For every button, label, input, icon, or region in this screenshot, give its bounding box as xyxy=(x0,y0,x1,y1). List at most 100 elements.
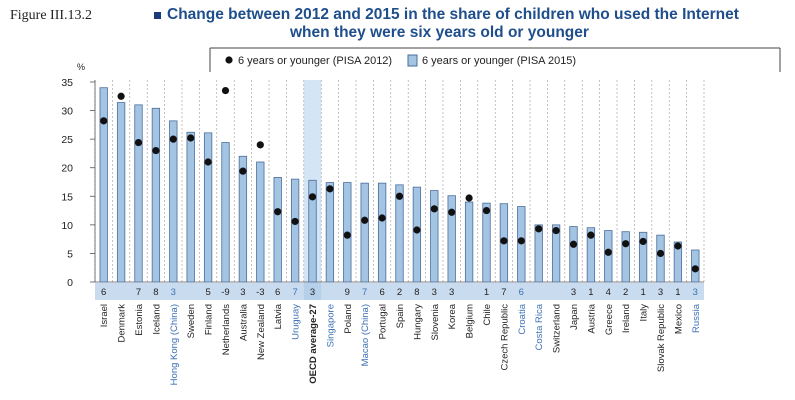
dot-marker xyxy=(239,167,247,175)
difference-label: 1 xyxy=(640,287,645,298)
difference-label: 6 xyxy=(379,287,384,298)
dot-marker xyxy=(134,138,143,147)
bar xyxy=(134,104,143,283)
bar xyxy=(604,230,613,283)
legend: 6 years or younger (PISA 2012) 6 years o… xyxy=(209,47,781,72)
dot-marker xyxy=(343,231,351,239)
category-label: Czech Republic xyxy=(499,304,510,371)
category-label: Hungary xyxy=(412,304,423,340)
bar xyxy=(325,182,335,283)
y-tick-label: 5 xyxy=(67,248,73,260)
difference-label: -3 xyxy=(256,287,264,298)
dot-marker xyxy=(448,208,456,216)
difference-label: 6 xyxy=(275,287,280,298)
y-axis-unit-label: % xyxy=(77,62,85,72)
difference-label: 9 xyxy=(345,287,350,298)
bar xyxy=(569,226,578,283)
dot-marker xyxy=(656,249,665,258)
difference-label: 1 xyxy=(588,287,593,298)
dot-marker xyxy=(430,205,438,213)
title-line-1: Change between 2012 and 2015 in the shar… xyxy=(167,6,739,23)
category-label: Ireland xyxy=(621,304,632,333)
category-label: Slovenia xyxy=(430,303,441,340)
bar xyxy=(482,202,491,283)
dot-marker xyxy=(378,214,386,222)
difference-label: 7 xyxy=(501,287,506,298)
difference-label: 2 xyxy=(623,287,628,298)
category-label: Uruguay xyxy=(291,304,302,340)
category-label: Belgium xyxy=(465,304,476,338)
category-label: Netherlands xyxy=(221,304,232,355)
category-label: Russia xyxy=(691,303,702,333)
difference-label: 3 xyxy=(693,287,698,298)
dot-marker xyxy=(256,141,264,149)
category-label: Austria xyxy=(586,303,597,333)
category-label: Switzerland xyxy=(552,304,563,353)
bar xyxy=(586,227,596,283)
bar xyxy=(551,224,561,283)
dot-marker xyxy=(326,185,334,193)
y-tick-label: 0 xyxy=(67,277,73,289)
category-label: Estonia xyxy=(134,303,145,335)
dot-marker xyxy=(413,226,421,234)
bar xyxy=(377,182,387,283)
category-label: OECD average-27 xyxy=(308,304,319,384)
dot-marker xyxy=(691,265,699,273)
bar xyxy=(360,182,369,283)
difference-label: 3 xyxy=(449,287,454,298)
bar xyxy=(621,231,630,283)
difference-label: -9 xyxy=(221,287,229,298)
dot-marker xyxy=(569,240,578,248)
category-label: Costa Rica xyxy=(534,303,545,350)
category-label: Portugal xyxy=(378,304,389,339)
dot-marker xyxy=(308,193,317,201)
dot-marker xyxy=(622,240,630,248)
difference-label: 3 xyxy=(171,287,176,298)
dot-marker xyxy=(100,117,108,125)
dot-marker xyxy=(361,216,369,224)
dot-marker xyxy=(517,237,525,245)
bar xyxy=(169,120,178,283)
figure-label: Figure III.13.2 xyxy=(10,8,93,23)
category-label: Japan xyxy=(569,304,580,330)
bar xyxy=(256,161,265,283)
category-label: Spain xyxy=(395,304,406,328)
dot-marker xyxy=(221,86,230,95)
y-tick-label: 15 xyxy=(61,191,73,203)
category-label: Iceland xyxy=(151,304,162,335)
bar xyxy=(673,241,683,283)
y-tick-label: 25 xyxy=(61,134,73,146)
difference-label: 4 xyxy=(606,287,611,298)
legend-label-2015: 6 years or younger (PISA 2015) xyxy=(422,55,576,67)
y-tick-label: 35 xyxy=(61,77,73,89)
difference-label: 8 xyxy=(414,287,419,298)
category-label: Denmark xyxy=(117,304,128,343)
y-tick-label: 20 xyxy=(61,163,73,175)
category-label: Italy xyxy=(639,304,650,322)
bar xyxy=(412,186,422,283)
y-tick-label: 30 xyxy=(61,106,73,118)
difference-label: 7 xyxy=(362,287,367,298)
difference-strip-highlight xyxy=(303,283,322,300)
category-label: Chile xyxy=(482,304,493,326)
difference-label: 3 xyxy=(658,287,663,298)
dot-marker xyxy=(500,237,508,245)
dot-marker xyxy=(117,92,125,100)
difference-label: 8 xyxy=(153,287,158,298)
square-bullet-icon xyxy=(154,12,161,19)
dot-marker xyxy=(169,135,177,143)
category-label: Croatia xyxy=(517,303,528,334)
dot-marker xyxy=(535,225,543,233)
dot-marker xyxy=(465,194,473,202)
legend-dot-icon xyxy=(225,56,233,64)
dot-marker xyxy=(552,226,560,235)
dot-marker xyxy=(274,208,282,216)
category-label: Finland xyxy=(204,304,215,335)
bar xyxy=(395,184,404,283)
category-label: Macao (China) xyxy=(360,304,371,366)
bar xyxy=(290,178,300,283)
dot-marker xyxy=(604,248,612,256)
category-label: Mexico xyxy=(673,304,684,334)
bar xyxy=(203,132,213,283)
